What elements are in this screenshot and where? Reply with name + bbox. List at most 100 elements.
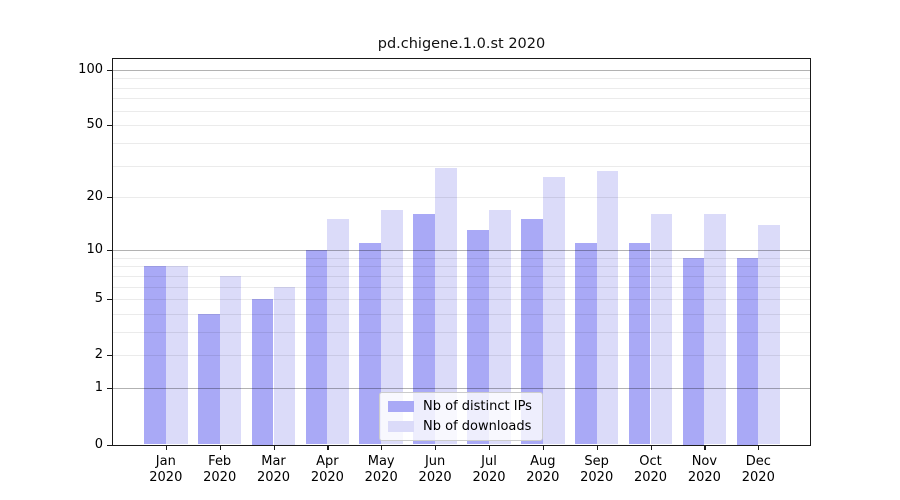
- x-tick-label-line: Feb: [208, 453, 232, 469]
- x-tick-label-jul: Jul 2020: [461, 454, 517, 487]
- x-tick-label-line: 2020: [741, 470, 775, 485]
- bar-ips-aug: [521, 219, 543, 445]
- y-tick-label-0: 0: [94, 436, 103, 452]
- x-tick-mark-oct: [650, 444, 652, 450]
- x-tick-label-line: 2020: [580, 470, 614, 485]
- bar-ips-may: [359, 242, 382, 445]
- bar-ips-nov: [682, 257, 705, 445]
- x-tick-label-line: Oct: [639, 453, 662, 469]
- gridline-minor-60: [113, 110, 810, 112]
- x-tick-mark-nov: [704, 444, 706, 450]
- y-tick-label-10: 10: [86, 241, 103, 257]
- legend-item-downloads: Nb of downloads: [388, 419, 532, 434]
- bar-ips-mar: [251, 299, 274, 445]
- bar-ips-oct: [628, 242, 651, 445]
- y-tick-mark-100: [107, 69, 113, 71]
- bar-downloads-jun: [435, 168, 457, 445]
- bar-downloads-may: [381, 209, 403, 445]
- x-tick-label-feb: Feb 2020: [192, 454, 248, 487]
- bar-downloads-oct: [650, 214, 673, 445]
- bar-downloads-sep: [596, 171, 619, 445]
- gridline-minor-40: [113, 143, 810, 144]
- y-tick-label-50: 50: [86, 117, 103, 133]
- x-tick-label-line: Mar: [261, 453, 286, 469]
- x-tick-label-line: Apr: [316, 453, 339, 469]
- x-tick-mark-jul: [489, 444, 491, 450]
- x-tick-label-line: 2020: [526, 470, 560, 485]
- y-tick-label-100: 100: [78, 61, 103, 77]
- x-tick-mark-aug: [542, 444, 544, 450]
- x-tick-mark-jun: [435, 444, 437, 450]
- bar-ips-feb: [197, 313, 220, 445]
- x-tick-label-nov: Nov 2020: [676, 454, 732, 487]
- x-tick-mark-jan: [165, 444, 167, 450]
- gridline-minor-8: [113, 266, 810, 268]
- x-tick-label-line: Jan: [155, 453, 176, 469]
- x-tick-label-line: 2020: [149, 470, 183, 485]
- x-tick-label-line: Jul: [481, 453, 497, 469]
- x-tick-label-line: Dec: [745, 453, 771, 469]
- gridline-minor-50: [113, 125, 810, 127]
- x-tick-label-line: 2020: [418, 470, 452, 485]
- gridline-minor-3: [113, 331, 810, 333]
- y-tick-label-5: 5: [94, 291, 103, 306]
- gridline-minor-90: [113, 78, 810, 80]
- x-tick-label-line: 2020: [256, 470, 291, 485]
- bar-ips-jun: [413, 214, 436, 445]
- x-tick-label-sep: Sep 2020: [569, 454, 625, 487]
- y-tick-label-20: 20: [86, 189, 103, 205]
- gridline-minor-2: [113, 355, 810, 357]
- gridline-minor-6: [113, 286, 810, 288]
- bar-ips-jul: [467, 230, 489, 445]
- x-tick-mark-sep: [596, 444, 598, 450]
- y-tick-mark-1: [107, 388, 113, 390]
- x-tick-label-line: Sep: [584, 453, 609, 469]
- gridline-minor-5: [113, 299, 810, 300]
- x-tick-label-dec: Dec 2020: [730, 454, 786, 487]
- gridline-major-1: [113, 388, 810, 390]
- gridline-minor-70: [113, 98, 810, 100]
- y-tick-label-1: 1: [94, 380, 103, 396]
- gridline-minor-80: [113, 87, 810, 89]
- x-tick-label-mar: Mar 2020: [246, 454, 302, 487]
- x-tick-label-aug: Aug 2020: [515, 454, 571, 487]
- y-tick-mark-2: [107, 355, 113, 357]
- x-tick-label-line: 2020: [687, 470, 721, 485]
- bar-downloads-jan: [165, 266, 188, 445]
- gridline-major-100: [113, 69, 810, 71]
- x-tick-mark-feb: [219, 444, 221, 450]
- legend-swatch-ips: [388, 400, 414, 412]
- x-tick-label-line: Jun: [424, 453, 446, 469]
- legend-label-ips: Nb of distinct IPs: [423, 398, 532, 414]
- y-tick-mark-0: [107, 444, 113, 446]
- bar-downloads-jul: [489, 209, 511, 445]
- gridline-minor-4: [113, 313, 810, 315]
- plot-area: Nb of distinct IPs Nb of downloads 0 1 2 5 1…: [78, 57, 811, 485]
- x-tick-mark-apr: [327, 444, 329, 450]
- gridline-major-10: [113, 249, 810, 251]
- x-tick-label-line: May: [367, 453, 395, 469]
- bar-downloads-nov: [704, 214, 727, 445]
- x-tick-label-oct: Oct 2020: [623, 454, 679, 487]
- gridline-minor-9: [113, 257, 810, 259]
- bar-ips-dec: [736, 257, 759, 445]
- y-tick-mark-10: [107, 249, 113, 251]
- x-tick-label-line: 2020: [203, 470, 237, 485]
- x-tick-label-line: 2020: [310, 470, 344, 485]
- x-tick-mark-dec: [758, 444, 760, 450]
- legend-label-downloads: Nb of downloads: [423, 418, 532, 434]
- x-tick-label-may: May 2020: [353, 454, 409, 487]
- y-tick-mark-5: [107, 299, 113, 301]
- bar-ips-jan: [144, 266, 166, 445]
- x-tick-label-apr: Apr 2020: [299, 454, 355, 487]
- bar-ips-sep: [574, 242, 597, 445]
- x-tick-mark-may: [381, 444, 383, 450]
- y-tick-mark-20: [107, 197, 113, 199]
- x-tick-label-line: 2020: [633, 470, 668, 485]
- legend: Nb of distinct IPs Nb of downloads: [379, 391, 543, 441]
- x-tick-label-line: 2020: [472, 470, 506, 485]
- y-tick-label-2: 2: [94, 347, 103, 363]
- bar-downloads-aug: [542, 176, 565, 445]
- x-tick-label-line: Nov: [691, 453, 718, 469]
